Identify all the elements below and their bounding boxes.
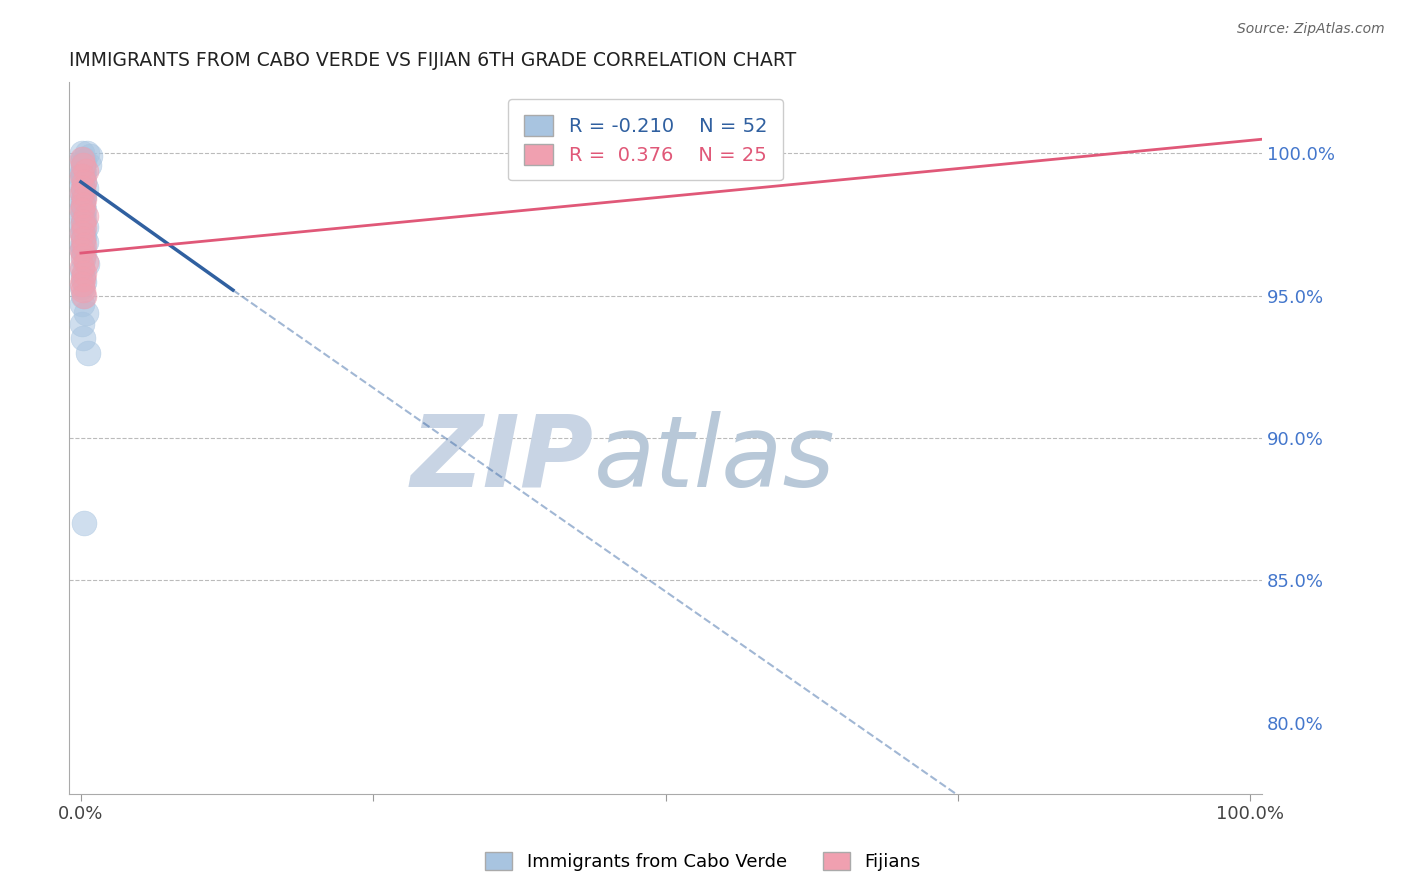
Point	[72, 232, 94, 246]
Point	[73, 192, 96, 206]
Point	[73, 275, 96, 289]
Point	[70, 166, 93, 180]
Point	[72, 223, 94, 237]
Point	[75, 254, 97, 268]
Point	[73, 155, 96, 169]
Point	[72, 197, 94, 211]
Point	[76, 146, 98, 161]
Point	[73, 266, 96, 280]
Text: ZIP: ZIP	[411, 411, 593, 508]
Point	[70, 260, 93, 275]
Point	[77, 158, 100, 172]
Point	[72, 215, 94, 229]
Point	[73, 211, 96, 226]
Point	[76, 257, 98, 271]
Point	[72, 192, 94, 206]
Point	[70, 218, 93, 232]
Point	[73, 189, 96, 203]
Point	[70, 194, 93, 209]
Point	[70, 226, 93, 240]
Text: Source: ZipAtlas.com: Source: ZipAtlas.com	[1237, 22, 1385, 37]
Point	[72, 161, 94, 175]
Point	[72, 206, 94, 220]
Point	[70, 203, 93, 218]
Point	[73, 237, 96, 252]
Point	[72, 158, 94, 172]
Point	[72, 271, 94, 285]
Point	[75, 220, 97, 235]
Point	[73, 246, 96, 260]
Point	[73, 229, 96, 244]
Point	[73, 516, 96, 531]
Legend: R = -0.210    N = 52, R =  0.376    N = 25: R = -0.210 N = 52, R = 0.376 N = 25	[509, 99, 783, 180]
Point	[75, 163, 97, 178]
Point	[70, 146, 93, 161]
Point	[70, 172, 93, 186]
Point	[79, 149, 101, 163]
Point	[70, 244, 93, 258]
Point	[70, 280, 93, 294]
Text: IMMIGRANTS FROM CABO VERDE VS FIJIAN 6TH GRADE CORRELATION CHART: IMMIGRANTS FROM CABO VERDE VS FIJIAN 6TH…	[69, 51, 796, 70]
Point	[70, 317, 93, 331]
Point	[70, 169, 93, 184]
Point	[70, 237, 93, 252]
Legend: Immigrants from Cabo Verde, Fijians: Immigrants from Cabo Verde, Fijians	[478, 845, 928, 879]
Point	[72, 252, 94, 266]
Point	[70, 226, 93, 240]
Point	[75, 180, 97, 194]
Point	[72, 180, 94, 194]
Point	[73, 220, 96, 235]
Point	[73, 203, 96, 218]
Point	[73, 175, 96, 189]
Point	[70, 244, 93, 258]
Point	[75, 235, 97, 249]
Point	[75, 209, 97, 223]
Text: atlas: atlas	[593, 411, 835, 508]
Point	[77, 345, 100, 359]
Point	[72, 215, 94, 229]
Point	[72, 197, 94, 211]
Point	[72, 169, 94, 184]
Point	[70, 155, 93, 169]
Point	[70, 186, 93, 201]
Point	[75, 306, 97, 320]
Point	[72, 232, 94, 246]
Point	[72, 268, 94, 283]
Point	[70, 186, 93, 201]
Point	[73, 289, 96, 303]
Point	[70, 209, 93, 223]
Point	[72, 249, 94, 263]
Point	[72, 152, 94, 166]
Point	[72, 184, 94, 198]
Point	[70, 277, 93, 292]
Point	[73, 166, 96, 180]
Point	[72, 283, 94, 297]
Point	[73, 175, 96, 189]
Point	[72, 331, 94, 345]
Point	[72, 240, 94, 254]
Point	[70, 201, 93, 215]
Point	[70, 263, 93, 277]
Point	[72, 289, 94, 303]
Point	[70, 178, 93, 192]
Point	[70, 152, 93, 166]
Point	[70, 297, 93, 311]
Point	[70, 163, 93, 178]
